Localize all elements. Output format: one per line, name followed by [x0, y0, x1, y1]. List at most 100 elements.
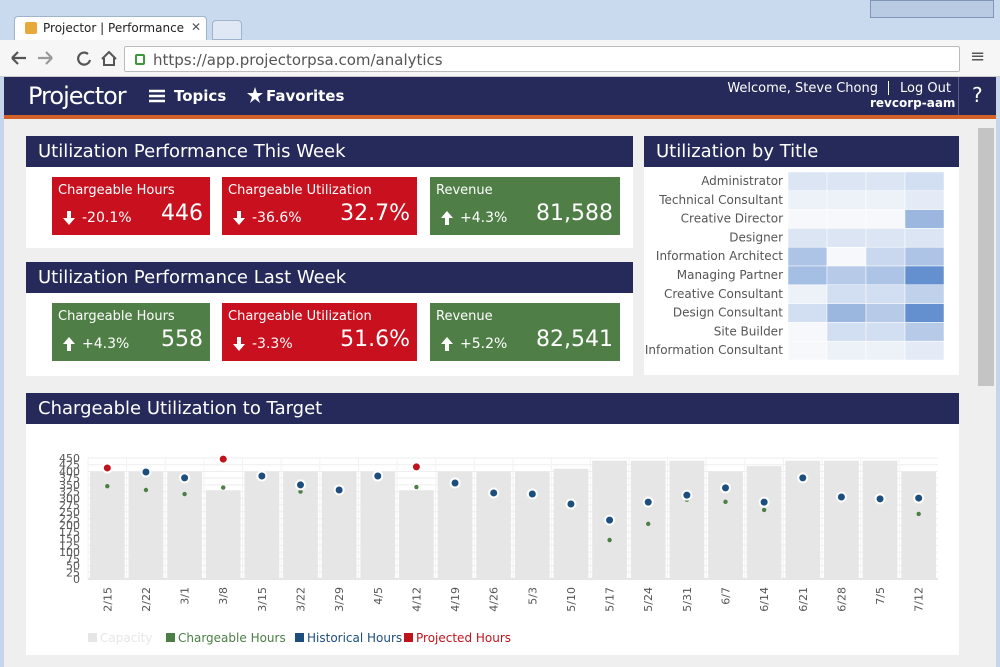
dot [295, 479, 306, 491]
menu-button[interactable]: ≡ [970, 46, 986, 67]
heat-cell [787, 246, 828, 267]
x-tick-label: 5/17 [604, 587, 617, 612]
window-controls[interactable] [870, 0, 994, 18]
kpi-label: Chargeable Hours [58, 309, 175, 324]
help-button[interactable]: ? [972, 83, 983, 107]
heat-cell [826, 284, 867, 304]
x-tick-label: 5/10 [565, 587, 578, 612]
bar [901, 471, 937, 579]
kpi-value: 51.6% [340, 327, 410, 352]
topics-link[interactable]: Topics [174, 87, 227, 105]
kpi-value: 82,541 [536, 327, 613, 352]
url: https://app.projectorpsa.com/analytics [153, 51, 443, 69]
dot [179, 472, 191, 484]
panel-title: Utilization Performance Last Week [26, 262, 633, 293]
dot [414, 484, 419, 490]
x-tick-label: 2/15 [101, 587, 114, 612]
separator [888, 81, 889, 95]
dot [761, 507, 767, 513]
y-tick-label: 75 [66, 553, 80, 566]
x-tick-label: 6/14 [758, 587, 771, 612]
heat-cell [826, 322, 867, 342]
heat-cell [865, 190, 906, 210]
y-tick-label: 50 [66, 560, 80, 573]
address-bar[interactable]: https://app.projectorpsa.com/analytics [124, 46, 960, 72]
legend-swatch [295, 633, 304, 642]
heat-cell [865, 322, 906, 342]
y-tick-label: 450 [59, 452, 80, 465]
bar [746, 466, 782, 579]
dot [105, 484, 110, 489]
favorites-link[interactable]: Favorites [266, 87, 345, 105]
heat-cell [826, 265, 867, 286]
toolbar: https://app.projectorpsa.com/analytics ≡ [0, 40, 1000, 77]
arrow [63, 337, 75, 351]
chart: 0255075100125150175200225250275300325350… [26, 424, 959, 655]
lock-icon [135, 54, 145, 65]
kpi-tile: Chargeable Utilization -36.6% 32.7% [222, 177, 417, 235]
y-tick-label: 0 [73, 573, 80, 586]
row-label: Site Builder [714, 324, 783, 338]
new-tab[interactable] [212, 20, 242, 40]
heat-cell [787, 209, 828, 229]
kpi-value: 446 [161, 201, 203, 226]
y-tick-label: 125 [59, 539, 80, 552]
row-label: Designer [729, 230, 783, 244]
bar [824, 460, 859, 579]
dot [182, 491, 187, 497]
arrow-icon [233, 337, 245, 351]
dot [333, 484, 345, 496]
bar [399, 490, 434, 579]
dot [372, 470, 384, 482]
arrow-icon [63, 337, 75, 351]
scrollbar[interactable] [978, 128, 994, 386]
dot [143, 487, 149, 493]
kpi-change: -20.1% [82, 210, 132, 226]
x-tick-label: 4/5 [372, 587, 385, 605]
legend-swatch [404, 633, 413, 642]
nav-buttons[interactable] [8, 48, 118, 68]
y-tick-label: 175 [59, 526, 80, 539]
heat-cell [787, 190, 828, 210]
heat-cell [865, 246, 906, 267]
x-tick-label: 4/26 [488, 587, 501, 612]
y-tick-label: 25 [66, 566, 80, 579]
kpi-label: Chargeable Hours [58, 183, 175, 198]
kpi-label: Revenue [436, 183, 493, 198]
bar [630, 460, 666, 579]
x-tick-label: 4/19 [449, 587, 462, 612]
heat-cell [787, 322, 828, 342]
dot [874, 493, 886, 505]
kpi-label: Revenue [436, 309, 493, 324]
account: revcorp-aam [870, 96, 956, 110]
bar [167, 471, 202, 579]
dot [410, 461, 422, 473]
dot [913, 492, 925, 504]
legend-swatch [166, 633, 175, 642]
row-label: Design Consultant [673, 306, 783, 320]
kpi-label: Chargeable Utilization [228, 183, 372, 198]
bar [244, 471, 280, 579]
logout-link[interactable]: Log Out [900, 81, 951, 96]
tab-close[interactable]: ✕ [191, 20, 202, 34]
row-label: Information Consultant [645, 343, 783, 357]
heat-cell [904, 190, 945, 210]
heat-cell [826, 209, 867, 229]
y-tick-label: 350 [59, 479, 80, 492]
x-tick-label: 3/29 [333, 587, 346, 612]
arrow [441, 337, 453, 351]
kpi-value: 81,588 [536, 201, 613, 226]
dot [256, 470, 268, 482]
tab[interactable]: Projector | Performance ✕ [14, 16, 207, 40]
kpi-tile: Chargeable Utilization -3.3% 51.6% [222, 303, 417, 361]
heat-cell [904, 284, 945, 304]
x-tick-label: 7/5 [874, 587, 887, 605]
logo[interactable]: Projector [28, 82, 127, 110]
x-tick-label: 6/21 [797, 587, 810, 612]
bar [669, 460, 705, 579]
bar [862, 460, 898, 579]
kpi-change: +4.3% [460, 210, 508, 226]
x-tick-label: 6/28 [835, 587, 848, 612]
dot [720, 482, 731, 494]
